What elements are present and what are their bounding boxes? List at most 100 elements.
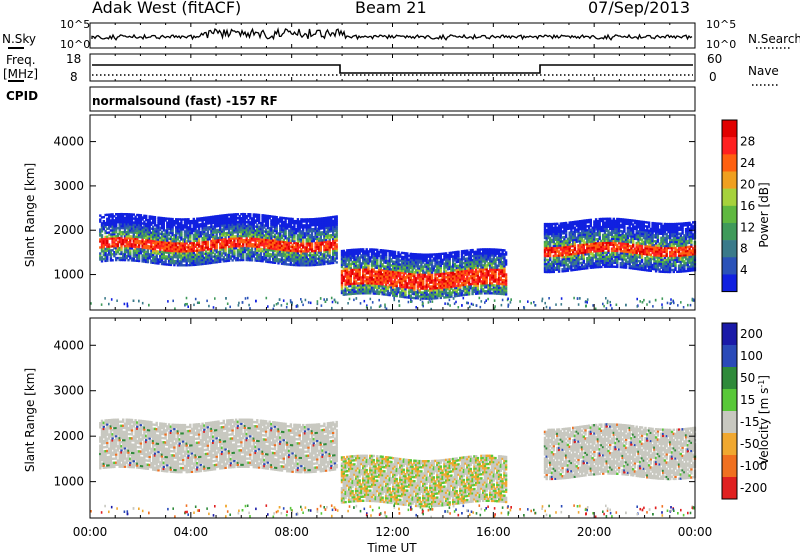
- echo-cell: [203, 226, 206, 230]
- echo-cell: [347, 261, 351, 264]
- echo-cell: [427, 293, 430, 296]
- echo-cell: [388, 291, 391, 295]
- echo-cell: [178, 226, 181, 229]
- echo-cell: [123, 250, 127, 254]
- freq-tick-bottom: 8: [70, 70, 78, 84]
- echo-cell: [319, 237, 322, 240]
- echo-cell: [279, 234, 282, 237]
- echo-cell: [473, 264, 476, 268]
- echo-cell: [459, 258, 462, 261]
- echo-cell: [310, 257, 314, 261]
- echo-cell: [153, 233, 157, 237]
- echo-cell: [365, 262, 368, 265]
- echo-cell: [494, 262, 497, 265]
- echo-cell: [383, 275, 386, 278]
- echo-cell: [122, 216, 125, 220]
- echo-cell: [192, 259, 195, 263]
- echo-cell: [111, 215, 114, 218]
- echo-cell: [416, 275, 420, 278]
- echo-cell: [284, 225, 287, 228]
- echo-cell: [324, 246, 328, 250]
- echo-cell: [434, 289, 437, 292]
- echo-cell: [279, 252, 282, 255]
- echo-cell: [409, 276, 412, 279]
- echo-cell: [222, 216, 225, 219]
- echo-cell: [485, 280, 488, 283]
- echo-cell: [118, 258, 121, 262]
- echo-cell: [190, 249, 194, 253]
- echo-cell: [150, 227, 153, 230]
- echo-cell: [270, 219, 273, 222]
- echo-cell: [115, 213, 118, 216]
- echo-cell: [268, 233, 271, 236]
- echo-cell: [444, 272, 448, 275]
- echo-cell: [298, 238, 301, 241]
- echo-cell: [270, 255, 273, 258]
- echo-cell: [460, 260, 464, 263]
- echo-cell: [272, 253, 275, 256]
- echo-cell: [309, 218, 312, 221]
- echo-cell: [166, 229, 169, 232]
- echo-cell: [261, 226, 264, 229]
- echo-cell: [284, 217, 287, 220]
- echo-cell: [199, 261, 203, 264]
- echo-cell: [462, 279, 465, 283]
- echo-cell: [469, 271, 472, 274]
- echo-cell: [250, 237, 254, 240]
- echo-cell: [427, 271, 430, 274]
- echo-cell: [362, 248, 365, 251]
- echo-cell: [213, 225, 217, 228]
- echo-cell: [100, 246, 104, 249]
- echo-cell: [370, 274, 374, 277]
- echo-cell: [457, 274, 460, 277]
- echo-cell: [496, 258, 499, 261]
- echo-cell: [425, 281, 428, 284]
- echo-cell: [420, 255, 423, 258]
- echo-cell: [208, 255, 211, 259]
- echo-cell: [326, 218, 330, 221]
- echo-cell: [420, 295, 423, 298]
- echo-cell: [347, 255, 351, 258]
- echo-cell: [496, 278, 499, 281]
- echo-cell: [418, 271, 421, 274]
- echo-cell: [139, 214, 143, 217]
- echo-cell: [120, 240, 123, 244]
- echo-cell: [150, 249, 153, 252]
- echo-cell: [390, 278, 393, 281]
- echo-cell: [204, 244, 208, 247]
- echo-cell: [496, 280, 499, 283]
- echo-cell: [303, 250, 307, 253]
- echo-cell: [372, 268, 375, 271]
- echo-cell: [236, 243, 240, 246]
- echo-cell: [229, 231, 233, 234]
- echo-cell: [106, 243, 109, 246]
- echo-cell: [392, 284, 395, 287]
- echo-cell: [466, 271, 469, 274]
- echo-cell: [173, 253, 176, 257]
- echo-cell: [429, 287, 432, 290]
- echo-cell: [180, 242, 183, 245]
- echo-cell: [167, 243, 171, 246]
- echo-cell: [273, 223, 277, 227]
- echo-cell: [404, 278, 407, 281]
- echo-cell: [324, 230, 328, 234]
- echo-cell: [213, 257, 217, 260]
- echo-cell: [425, 263, 428, 266]
- echo-cell: [450, 267, 453, 270]
- echo-cell: [416, 297, 420, 300]
- echo-cell: [116, 227, 120, 230]
- echo-cell: [231, 243, 234, 246]
- echo-cell: [273, 215, 277, 219]
- echo-cell: [229, 247, 233, 250]
- echo-cell: [268, 248, 271, 252]
- echo-cell: [159, 254, 162, 257]
- echo-cell: [259, 253, 263, 257]
- echo-cell: [259, 241, 263, 245]
- echo-cell: [231, 219, 234, 222]
- echo-cell: [471, 276, 474, 280]
- echo-cell: [489, 292, 492, 295]
- echo-cell: [390, 264, 393, 267]
- echo-cell: [157, 234, 160, 237]
- echo-cell: [120, 236, 123, 240]
- echo-cell: [129, 231, 132, 234]
